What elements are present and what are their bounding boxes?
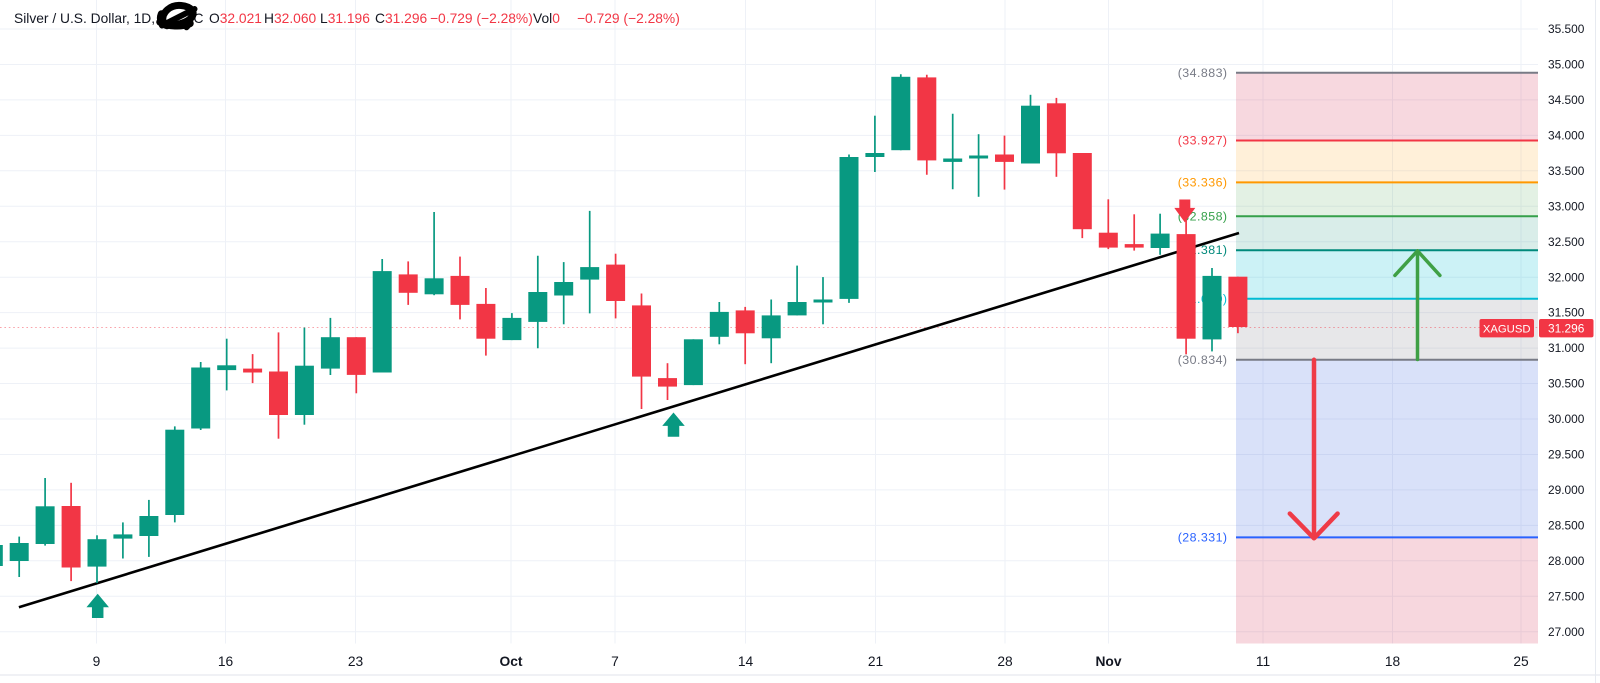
svg-text:(34.883): (34.883) bbox=[1178, 66, 1228, 80]
svg-text:29.000: 29.000 bbox=[1548, 483, 1585, 497]
svg-text:9: 9 bbox=[93, 654, 101, 669]
svg-text:27.500: 27.500 bbox=[1548, 589, 1585, 603]
svg-text:27.000: 27.000 bbox=[1548, 625, 1585, 639]
svg-text:23: 23 bbox=[348, 654, 364, 669]
svg-text:C: C bbox=[194, 11, 204, 26]
svg-text:Oct: Oct bbox=[500, 654, 523, 669]
svg-text:28: 28 bbox=[997, 654, 1013, 669]
svg-text:C31.296: C31.296 bbox=[375, 11, 427, 26]
svg-text:25: 25 bbox=[1513, 654, 1529, 669]
svg-text:16: 16 bbox=[218, 654, 234, 669]
svg-text:14: 14 bbox=[738, 654, 754, 669]
svg-text:−0.729 (−2.28%): −0.729 (−2.28%) bbox=[430, 11, 533, 26]
svg-text:(28.331): (28.331) bbox=[1178, 530, 1228, 544]
svg-text:35.000: 35.000 bbox=[1548, 58, 1585, 72]
svg-text:H32.060: H32.060 bbox=[264, 11, 316, 26]
svg-text:XAGUSD: XAGUSD bbox=[1483, 323, 1531, 335]
svg-text:18: 18 bbox=[1385, 654, 1401, 669]
svg-text:29.500: 29.500 bbox=[1548, 448, 1585, 462]
svg-text:21: 21 bbox=[868, 654, 883, 669]
svg-text:(33.336): (33.336) bbox=[1178, 175, 1228, 189]
svg-text:O32.021: O32.021 bbox=[209, 11, 262, 26]
svg-text:−0.729 (−2.28%): −0.729 (−2.28%) bbox=[577, 11, 680, 26]
svg-text:Nov: Nov bbox=[1095, 654, 1121, 669]
svg-text:31.500: 31.500 bbox=[1548, 306, 1585, 320]
svg-text:Silver / U.S. Dollar, 1D,: Silver / U.S. Dollar, 1D, bbox=[14, 11, 155, 26]
svg-text:34.000: 34.000 bbox=[1548, 129, 1585, 143]
svg-text:34.500: 34.500 bbox=[1548, 93, 1585, 107]
svg-text:33.500: 33.500 bbox=[1548, 164, 1585, 178]
svg-text:Vol0: Vol0 bbox=[533, 11, 560, 26]
svg-text:(33.927): (33.927) bbox=[1178, 134, 1228, 148]
svg-text:31.000: 31.000 bbox=[1548, 341, 1585, 355]
svg-text:7: 7 bbox=[611, 654, 619, 669]
svg-text:33.000: 33.000 bbox=[1548, 199, 1585, 213]
svg-text:L31.196: L31.196 bbox=[320, 11, 370, 26]
svg-text:30.500: 30.500 bbox=[1548, 377, 1585, 391]
svg-text:32.500: 32.500 bbox=[1548, 235, 1585, 249]
svg-text:30.000: 30.000 bbox=[1548, 412, 1585, 426]
svg-text:28.000: 28.000 bbox=[1548, 554, 1585, 568]
svg-text:28.500: 28.500 bbox=[1548, 519, 1585, 533]
svg-text:11: 11 bbox=[1256, 654, 1270, 669]
svg-text:35.500: 35.500 bbox=[1548, 22, 1585, 36]
svg-text:32.000: 32.000 bbox=[1548, 270, 1585, 284]
svg-text:(30.834): (30.834) bbox=[1178, 353, 1228, 367]
svg-text:31.296: 31.296 bbox=[1548, 322, 1585, 336]
